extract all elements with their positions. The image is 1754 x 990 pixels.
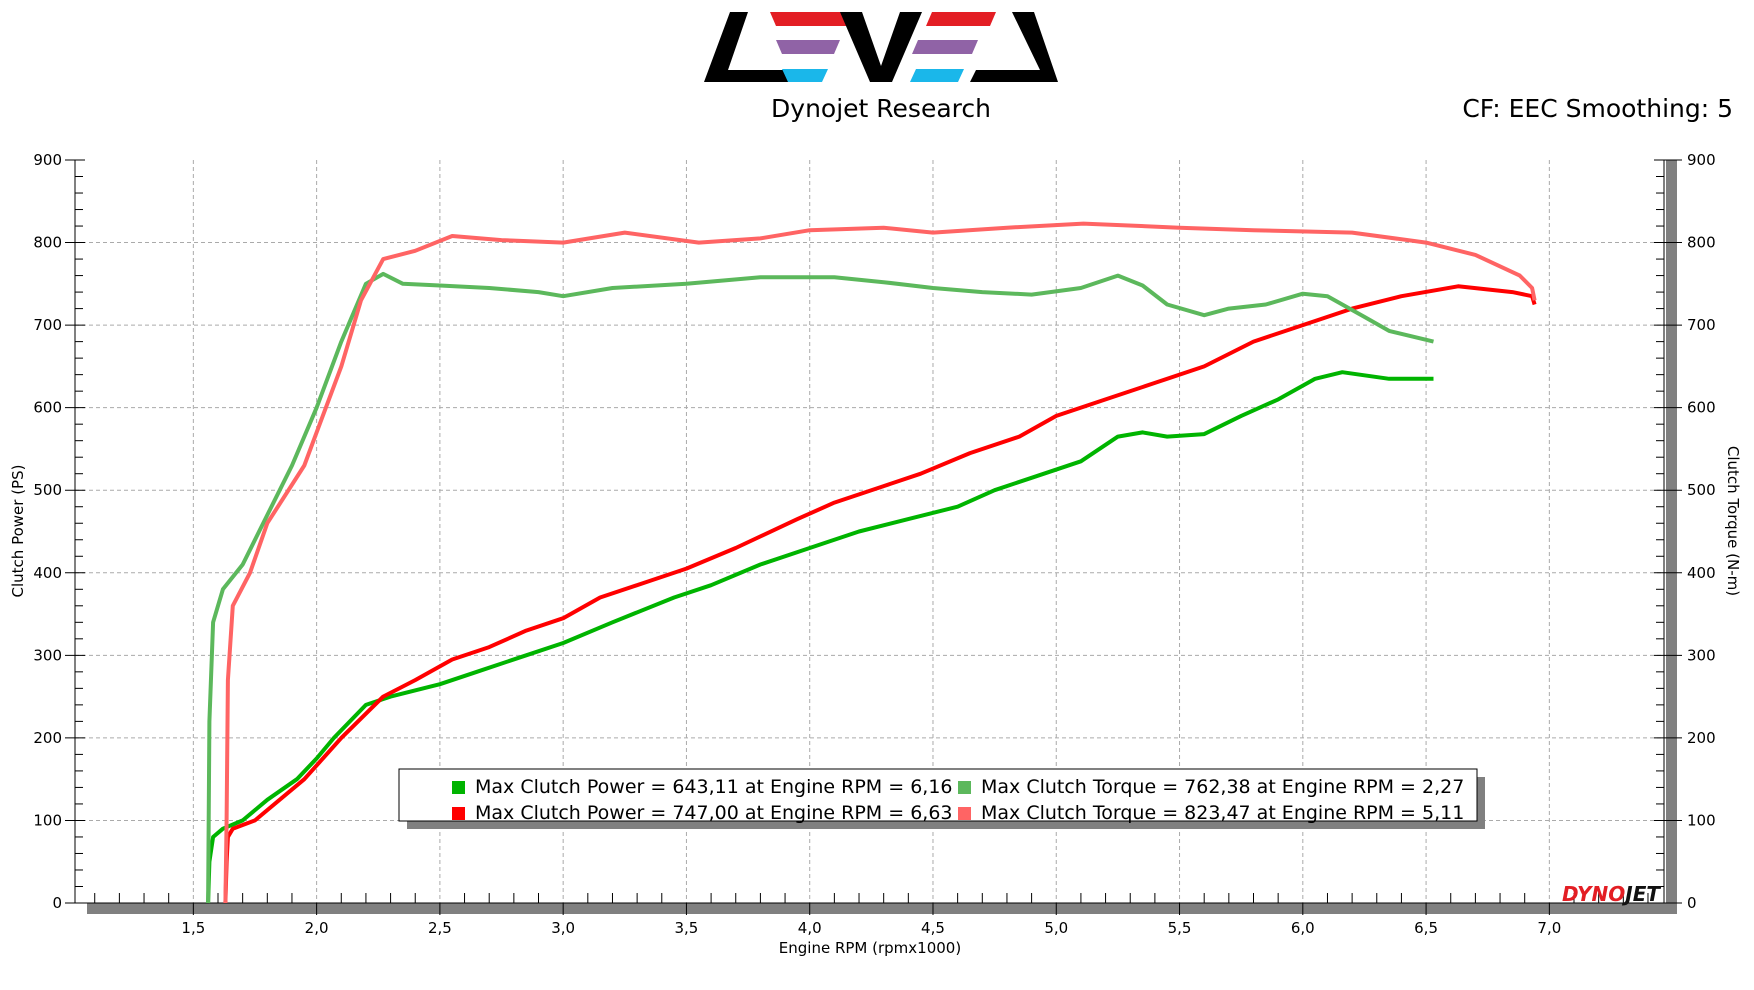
series-line-4 [223, 221, 1537, 904]
legend-swatch [452, 781, 465, 794]
y2-tick-label: 500 [1687, 481, 1716, 499]
y2-axis-title: Clutch Torque (N-m) [1724, 446, 1742, 596]
right-axis-bar [1666, 160, 1677, 914]
x-tick-label: 4,0 [798, 919, 822, 937]
y-tick-label: 400 [33, 564, 62, 582]
y2-tick-label: 900 [1687, 151, 1716, 169]
series-line-2 [223, 284, 1537, 904]
y-tick-label: 300 [33, 646, 62, 664]
legend-swatch [958, 781, 971, 794]
legend-swatch [452, 807, 465, 820]
dynojet-watermark: DYNOJET [1562, 882, 1661, 906]
y-tick-label: 900 [33, 151, 62, 169]
x-tick-label: 2,5 [428, 919, 452, 937]
series-line-3 [206, 271, 1434, 904]
legend: Max Clutch Power = 643,11 at Engine RPM … [398, 768, 1485, 829]
y2-tick-label: 800 [1687, 234, 1716, 252]
x-tick-label: 3,5 [675, 919, 699, 937]
y2-tick-label: 300 [1687, 646, 1716, 664]
series-line-1 [206, 370, 1434, 904]
y-tick-label: 100 [33, 811, 62, 829]
legend-label: Max Clutch Torque = 823,47 at Engine RPM… [981, 802, 1464, 824]
y-tick-label: 500 [33, 481, 62, 499]
x-tick-label: 4,5 [921, 919, 945, 937]
bottom-axis-bar [87, 903, 1677, 914]
y2-tick-label: 0 [1687, 894, 1697, 912]
x-tick-label: 6,5 [1414, 919, 1438, 937]
x-tick-label: 3,0 [551, 919, 575, 937]
x-tick-label: 6,0 [1291, 919, 1315, 937]
y-tick-label: 600 [33, 399, 62, 417]
y-tick-label: 700 [33, 316, 62, 334]
series-lines [206, 221, 1537, 904]
correction-label: CF: EEC Smoothing: 5 [1462, 94, 1733, 123]
x-tick-label: 2,0 [305, 919, 329, 937]
axis-ticks: 1,5 2,0 2,5 3,0 3,5 4,0 4,5 5,0 5,5 6,0 6,5 7,0 0 0 10… [33, 151, 1715, 937]
x-tick-label: 5,5 [1168, 919, 1192, 937]
y2-tick-label: 700 [1687, 316, 1716, 334]
legend-label: Max Clutch Power = 643,11 at Engine RPM … [475, 776, 953, 798]
x-tick-label: 5,0 [1044, 919, 1068, 937]
y2-tick-label: 100 [1687, 811, 1716, 829]
y2-tick-label: 200 [1687, 729, 1716, 747]
y-tick-label: 0 [52, 894, 62, 912]
x-tick-label: 7,0 [1537, 919, 1561, 937]
x-axis-title: Engine RPM (rpmx1000) [779, 939, 961, 957]
x-tick-label: 1,5 [181, 919, 205, 937]
y2-tick-label: 600 [1687, 399, 1716, 417]
legend-label: Max Clutch Torque = 762,38 at Engine RPM… [981, 776, 1464, 798]
y-tick-label: 200 [33, 729, 62, 747]
level-logo [704, 12, 1058, 82]
legend-label: Max Clutch Power = 747,00 at Engine RPM … [475, 802, 953, 824]
y-tick-label: 800 [33, 234, 62, 252]
legend-swatch [958, 807, 971, 820]
y-axis-title: Clutch Power (PS) [9, 465, 27, 598]
y2-tick-label: 400 [1687, 564, 1716, 582]
chart-title: Dynojet Research [771, 94, 991, 123]
